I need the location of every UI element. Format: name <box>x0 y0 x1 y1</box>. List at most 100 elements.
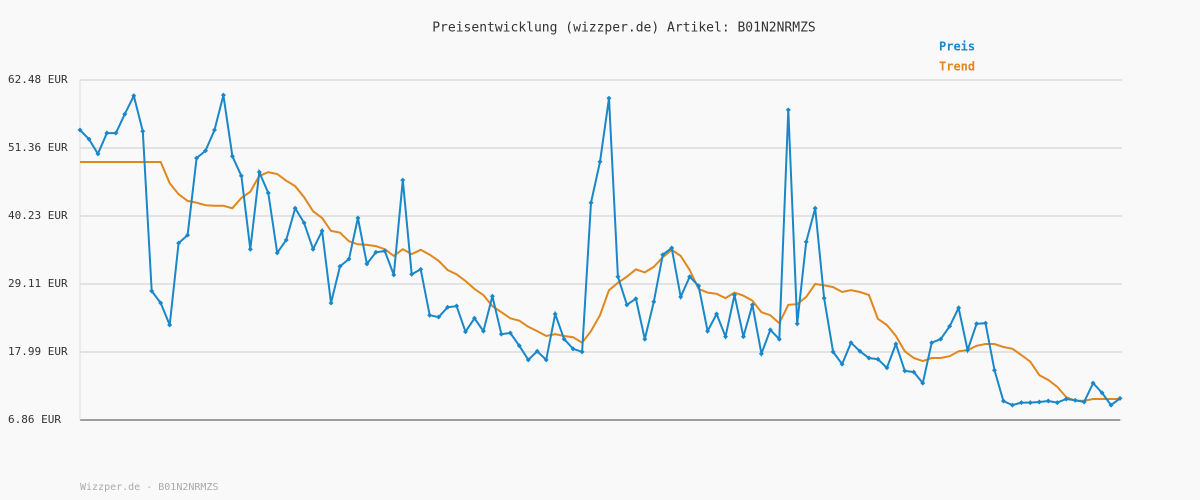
point-marker <box>1018 400 1024 406</box>
point-marker <box>274 250 280 256</box>
point-marker <box>131 93 137 99</box>
point-marker <box>633 296 639 302</box>
point-marker <box>507 330 513 336</box>
point-marker <box>714 311 720 317</box>
point-marker <box>938 336 944 342</box>
point-marker <box>373 249 379 255</box>
point-marker <box>624 302 630 308</box>
point-marker <box>203 148 209 154</box>
point-marker <box>400 177 406 183</box>
point-marker <box>821 295 827 301</box>
point-marker <box>471 315 477 321</box>
point-marker <box>956 305 962 311</box>
point-marker <box>687 274 693 280</box>
point-marker <box>301 220 307 226</box>
point-marker <box>651 299 657 305</box>
point-marker <box>830 349 836 355</box>
point-marker <box>606 95 612 101</box>
y-tick-label: 62.48 EUR <box>8 73 68 86</box>
point-marker <box>337 263 343 269</box>
point-marker <box>229 153 235 159</box>
point-marker <box>983 320 989 326</box>
point-marker <box>794 321 800 327</box>
point-marker <box>498 331 504 337</box>
point-marker <box>1117 395 1123 401</box>
point-marker <box>875 356 881 362</box>
point-marker <box>579 349 585 355</box>
point-marker <box>974 321 980 327</box>
point-marker <box>364 261 370 267</box>
point-marker <box>319 228 325 234</box>
point-marker <box>427 312 433 318</box>
point-marker <box>866 355 872 361</box>
point-marker <box>463 329 469 335</box>
point-marker <box>660 252 666 258</box>
point-marker <box>220 92 226 98</box>
point-marker <box>1036 399 1042 405</box>
point-marker <box>516 343 522 349</box>
point-marker <box>310 246 316 252</box>
point-marker <box>176 240 182 246</box>
point-marker <box>947 323 953 329</box>
point-marker <box>328 300 334 306</box>
point-marker <box>382 248 388 254</box>
point-marker <box>346 256 352 262</box>
point-marker <box>211 127 217 133</box>
y-tick-label: 40.23 EUR <box>8 209 68 222</box>
point-marker <box>454 303 460 309</box>
point-marker <box>158 300 164 306</box>
point-marker <box>920 380 926 386</box>
point-marker <box>723 334 729 340</box>
point-marker <box>902 368 908 374</box>
point-marker <box>292 205 298 211</box>
point-marker <box>893 341 899 347</box>
point-marker <box>803 239 809 245</box>
y-tick-label: 29.11 EUR <box>8 277 68 290</box>
point-marker <box>669 245 675 251</box>
point-marker <box>140 128 146 134</box>
point-marker <box>409 271 415 277</box>
legend-entry: Preis <box>939 40 975 54</box>
point-marker <box>1090 380 1096 386</box>
point-marker <box>77 127 83 133</box>
point-marker <box>848 340 854 346</box>
point-marker <box>767 327 773 333</box>
point-marker <box>1108 402 1114 408</box>
point-marker <box>247 246 253 252</box>
y-tick-label: 51.36 EUR <box>8 141 68 154</box>
point-marker <box>812 205 818 211</box>
point-marker <box>525 357 531 363</box>
point-marker <box>256 169 262 175</box>
point-marker <box>391 272 397 278</box>
point-marker <box>238 173 244 179</box>
point-marker <box>597 159 603 165</box>
point-marker <box>965 347 971 353</box>
y-tick-label: 17.99 EUR <box>8 345 68 358</box>
point-marker <box>355 215 361 221</box>
series-line <box>80 161 1120 402</box>
point-marker <box>283 237 289 243</box>
point-marker <box>86 136 92 142</box>
point-marker <box>911 369 917 375</box>
point-marker <box>1045 398 1051 404</box>
point-marker <box>445 304 451 310</box>
point-marker <box>678 294 684 300</box>
point-marker <box>1063 396 1069 402</box>
point-marker <box>731 292 737 298</box>
point-marker <box>749 302 755 308</box>
point-marker <box>1072 397 1078 403</box>
point-marker <box>615 274 621 280</box>
point-marker <box>696 283 702 289</box>
point-marker <box>104 130 110 136</box>
point-marker <box>588 200 594 206</box>
point-marker <box>167 322 173 328</box>
point-marker <box>740 334 746 340</box>
point-marker <box>570 346 576 352</box>
point-marker <box>991 367 997 373</box>
footer: Wizzper.de - B01N2NRMZS <box>80 482 218 493</box>
point-marker <box>489 293 495 299</box>
legend-entry: Trend <box>939 60 975 74</box>
point-marker <box>758 351 764 357</box>
